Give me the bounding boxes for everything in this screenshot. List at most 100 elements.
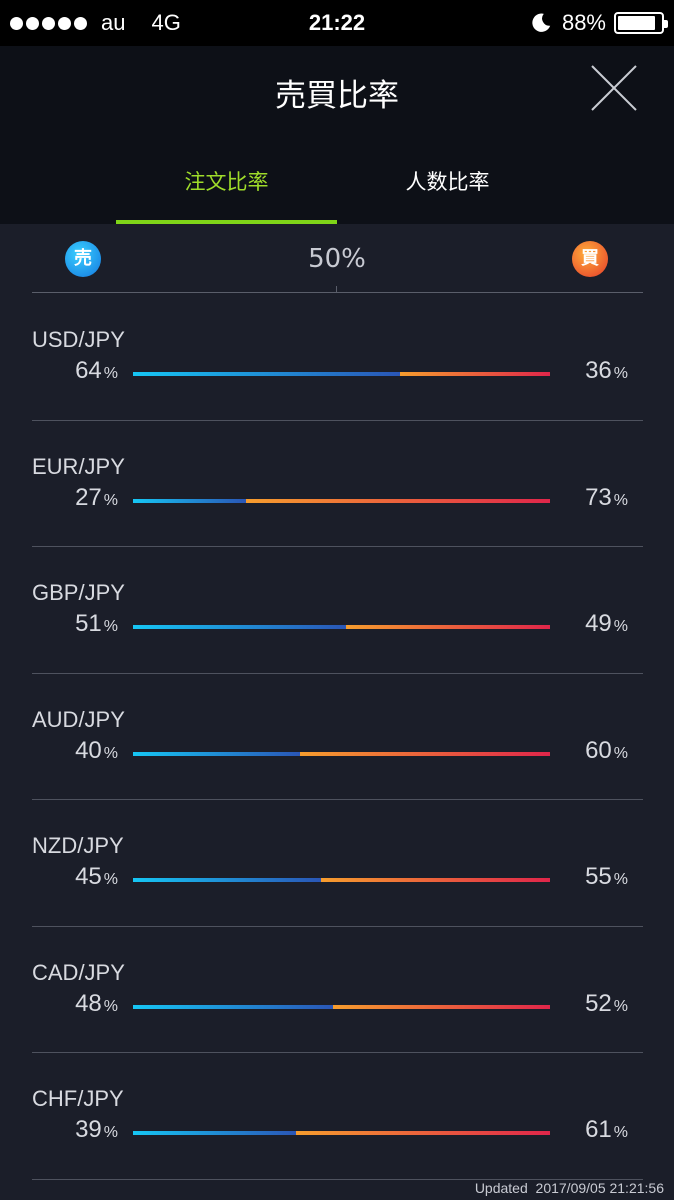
- ratio-bar: [133, 625, 550, 629]
- buy-percent: 52%: [560, 990, 628, 1018]
- sell-value: 48: [75, 989, 102, 1017]
- sell-value: 51: [75, 610, 102, 637]
- page-title: 売買比率: [275, 78, 399, 114]
- sell-bar: [133, 372, 400, 376]
- unit: %: [103, 871, 118, 888]
- list-item: AUD/JPY 40% 60%: [0, 674, 674, 800]
- status-bar: au 4G 21:22 88%: [0, 0, 674, 46]
- tab-people-ratio[interactable]: 人数比率: [337, 166, 558, 224]
- sell-value: 27: [75, 483, 102, 511]
- currency-pair: AUD/JPY: [32, 706, 125, 732]
- unit: %: [613, 365, 628, 382]
- list-item: USD/JPY 64% 36%: [0, 294, 674, 421]
- sell-bar: [133, 878, 321, 882]
- signal-strength-icon: [10, 16, 87, 30]
- sell-percent: 51%: [0, 610, 118, 638]
- updated-time: 2017/09/05 21:21:56: [535, 1180, 664, 1196]
- ratio-bar: [133, 498, 550, 503]
- buy-percent: 55%: [560, 863, 628, 891]
- sell-bar: [133, 498, 246, 503]
- unit: %: [613, 491, 628, 509]
- sell-bar: [133, 1131, 296, 1135]
- row-divider: [32, 1178, 643, 1180]
- unit: %: [103, 365, 118, 382]
- buy-percent: 49%: [560, 610, 628, 638]
- sell-percent: 27%: [0, 484, 118, 512]
- row-divider: [32, 672, 643, 674]
- active-tab-indicator: [116, 220, 337, 224]
- tab-order-ratio-label: 注文比率: [184, 170, 269, 194]
- midpoint-label: 50%: [308, 244, 366, 274]
- carrier-label: au: [101, 10, 126, 35]
- header-divider: [32, 292, 643, 293]
- buy-value: 55: [585, 863, 612, 890]
- clock: 21:22: [308, 10, 366, 35]
- updated-timestamp: Updated 2017/09/05 21:21:56: [475, 1180, 664, 1196]
- currency-pair: CHF/JPY: [32, 1086, 124, 1111]
- ratio-list: USD/JPY 64% 36% EUR/JPY 27% 73% GBP/JPY …: [0, 294, 674, 1180]
- buy-bar: [245, 498, 550, 503]
- unit: %: [613, 618, 628, 635]
- buy-badge-icon: 買: [572, 241, 608, 277]
- unit: %: [613, 1124, 628, 1141]
- sell-percent: 40%: [0, 737, 118, 765]
- unit: %: [103, 1124, 118, 1141]
- sell-bar: [133, 625, 346, 629]
- row-divider: [32, 925, 643, 927]
- unit: %: [103, 744, 118, 762]
- tab-order-ratio[interactable]: 注文比率: [116, 166, 337, 224]
- ratio-bar: [133, 878, 550, 882]
- row-divider: [32, 1052, 643, 1053]
- buy-bar: [345, 625, 550, 629]
- row-divider: [32, 546, 643, 547]
- list-item: EUR/JPY 27% 73%: [0, 421, 674, 547]
- list-item: CHF/JPY 39% 61%: [0, 1053, 674, 1180]
- close-icon[interactable]: [588, 62, 640, 114]
- buy-value: 61: [585, 1116, 612, 1143]
- battery-icon: [614, 12, 668, 34]
- battery-percent: 88%: [561, 10, 606, 35]
- updated-label: Updated: [474, 1180, 528, 1196]
- midpoint-tick: [336, 286, 337, 293]
- sell-value: 40: [75, 736, 102, 764]
- sell-percent: 64%: [0, 357, 118, 385]
- buy-value: 52: [585, 989, 612, 1017]
- nav-bar: 売買比率 注文比率 人数比率: [0, 46, 674, 224]
- sell-badge-icon: 売: [65, 241, 101, 277]
- unit: %: [103, 618, 118, 635]
- sell-percent: 39%: [0, 1116, 118, 1144]
- buy-bar: [333, 1004, 550, 1009]
- sell-value: 45: [75, 863, 102, 890]
- buy-bar: [299, 751, 550, 756]
- sell-bar: [133, 751, 300, 756]
- buy-value: 36: [585, 357, 612, 384]
- ratio-bar: [133, 1131, 550, 1135]
- currency-pair: USD/JPY: [32, 327, 125, 352]
- sell-value: 64: [75, 357, 102, 384]
- do-not-disturb-icon: [532, 13, 551, 32]
- network-label: 4G: [151, 10, 181, 35]
- buy-percent: 73%: [560, 484, 628, 512]
- buy-value: 49: [585, 610, 612, 637]
- ratio-bar: [133, 1004, 550, 1009]
- ratio-bar: [133, 751, 550, 756]
- sell-percent: 45%: [0, 863, 118, 891]
- sell-bar: [133, 1004, 334, 1009]
- buy-bar: [320, 878, 550, 882]
- unit: %: [103, 491, 118, 509]
- tab-people-ratio-label: 人数比率: [405, 170, 490, 194]
- ratio-header: 売 50% 買: [0, 224, 674, 294]
- currency-pair: CAD/JPY: [32, 959, 125, 985]
- buy-bar: [399, 372, 550, 376]
- buy-percent: 36%: [560, 357, 628, 385]
- unit: %: [613, 871, 628, 888]
- buy-bar: [295, 1131, 550, 1135]
- row-divider: [32, 419, 643, 421]
- unit: %: [103, 997, 118, 1015]
- ratio-bar: [133, 372, 550, 376]
- currency-pair: GBP/JPY: [32, 580, 125, 605]
- list-item: CAD/JPY 48% 52%: [0, 927, 674, 1053]
- list-item: GBP/JPY 51% 49%: [0, 547, 674, 674]
- unit: %: [613, 744, 628, 762]
- row-divider: [32, 799, 643, 800]
